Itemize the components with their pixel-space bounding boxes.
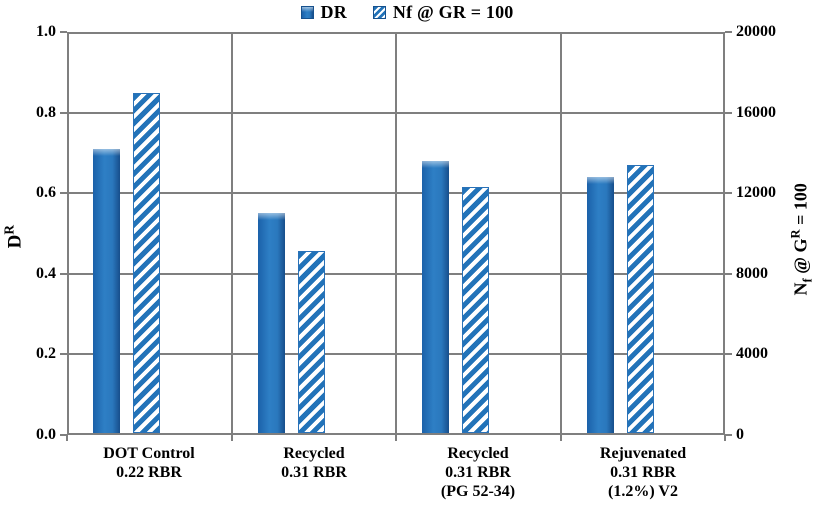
category-label: Rejuvenated 0.31 RBR (1.2%) V2 <box>599 445 687 500</box>
right-axis-tick <box>725 434 732 436</box>
bottom-axis-tick <box>66 435 68 441</box>
bottom-axis-tick <box>395 435 397 441</box>
bar-dr-3 <box>587 177 614 433</box>
legend-marker-dr-icon <box>300 5 314 19</box>
left-axis-tick-label: 0.2 <box>36 345 56 363</box>
bar-dr-2 <box>422 161 449 433</box>
category-label: Recycled 0.31 RBR (PG 52-34) <box>440 445 516 500</box>
legend-label-nf: Nf @ GR = 100 <box>392 1 514 22</box>
left-axis-tick-label: 0.6 <box>36 184 56 202</box>
category-divider <box>395 34 397 433</box>
right-axis-tick-label: 4000 <box>736 345 768 363</box>
legend-item-nf: Nf @ GR = 100 <box>372 1 514 23</box>
bottom-axis-tick <box>559 435 562 441</box>
bar-nf-1 <box>298 251 325 433</box>
left-axis-tick <box>60 434 67 436</box>
bar-nf-2 <box>462 187 489 433</box>
bar-dr-0 <box>93 149 120 433</box>
bottom-axis-tick <box>230 435 233 441</box>
right-axis-tick <box>725 272 732 275</box>
left-axis-tick <box>60 272 67 275</box>
right-axis-tick <box>725 111 732 114</box>
left-axis-tick <box>60 111 67 114</box>
right-axis-tick <box>725 192 732 195</box>
left-axis-tick-label: 0.8 <box>36 103 56 121</box>
left-axis-tick-label: 1.0 <box>36 23 56 40</box>
right-axis-title: Nf @ GR = 100 <box>788 183 814 296</box>
right-axis-tick-label: 20000 <box>736 23 776 40</box>
legend-marker-nf-icon <box>372 5 386 19</box>
right-axis-tick-label: 0 <box>736 426 744 443</box>
bar-nf-0 <box>133 93 160 433</box>
category-label: Recycled 0.31 RBR <box>281 445 347 481</box>
left-axis-tick-label: 0.0 <box>36 426 56 443</box>
right-axis-tick-label: 8000 <box>736 264 768 282</box>
right-axis-tick <box>725 353 732 356</box>
left-axis-tick <box>60 31 67 33</box>
right-axis-tick <box>725 31 732 33</box>
category-divider <box>230 34 233 433</box>
left-axis-tick <box>60 353 67 356</box>
bar-dr-1 <box>258 213 285 433</box>
category-label: DOT Control 0.22 RBR <box>103 445 195 481</box>
legend: DR Nf @ GR = 100 <box>0 1 814 23</box>
right-axis-tick-label: 12000 <box>736 184 776 202</box>
bar-nf-3 <box>627 165 654 433</box>
bottom-axis-tick <box>724 435 726 441</box>
left-axis-tick-label: 0.4 <box>36 264 56 282</box>
legend-item-dr: DR <box>300 1 347 23</box>
category-divider <box>559 34 562 433</box>
right-axis-tick-label: 16000 <box>736 103 776 121</box>
legend-label-dr: DR <box>320 1 347 22</box>
left-axis-tick <box>60 192 67 195</box>
